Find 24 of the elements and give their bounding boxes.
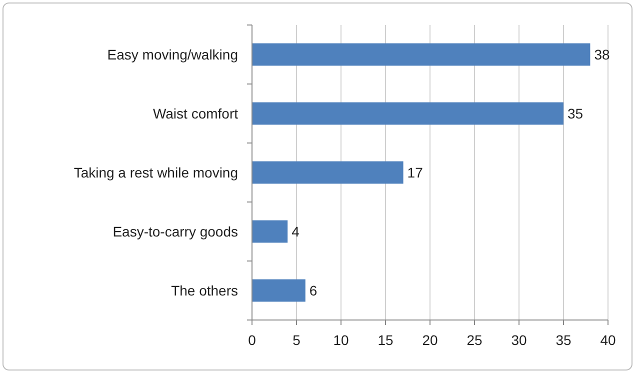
bar [252, 279, 306, 302]
data-label: 4 [292, 223, 300, 240]
y-tick-label: Easy moving/walking [107, 46, 238, 62]
y-tick-label: The others [171, 282, 238, 298]
x-tick-label: 40 [600, 332, 616, 348]
y-tick-label: Easy-to-carry goods [112, 223, 238, 240]
bar [252, 43, 590, 66]
data-label: 35 [568, 105, 584, 122]
bar [252, 161, 404, 184]
data-label: 6 [309, 282, 318, 298]
bar [252, 102, 564, 125]
y-tick-label: Taking a rest while moving [74, 164, 238, 180]
x-tick-label: 35 [556, 332, 572, 348]
y-tick-label: Waist comfort [152, 105, 238, 122]
x-tick-label: 25 [466, 332, 482, 348]
x-tick-label: 10 [333, 332, 349, 348]
x-tick-label: 15 [378, 332, 394, 348]
x-tick-label: 20 [422, 332, 438, 348]
x-tick-label: 30 [511, 332, 527, 348]
x-tick-label: 5 [292, 332, 301, 348]
bar [252, 220, 288, 243]
data-label: 17 [407, 164, 424, 180]
data-label: 38 [594, 46, 610, 62]
x-tick-label: 0 [248, 332, 256, 348]
